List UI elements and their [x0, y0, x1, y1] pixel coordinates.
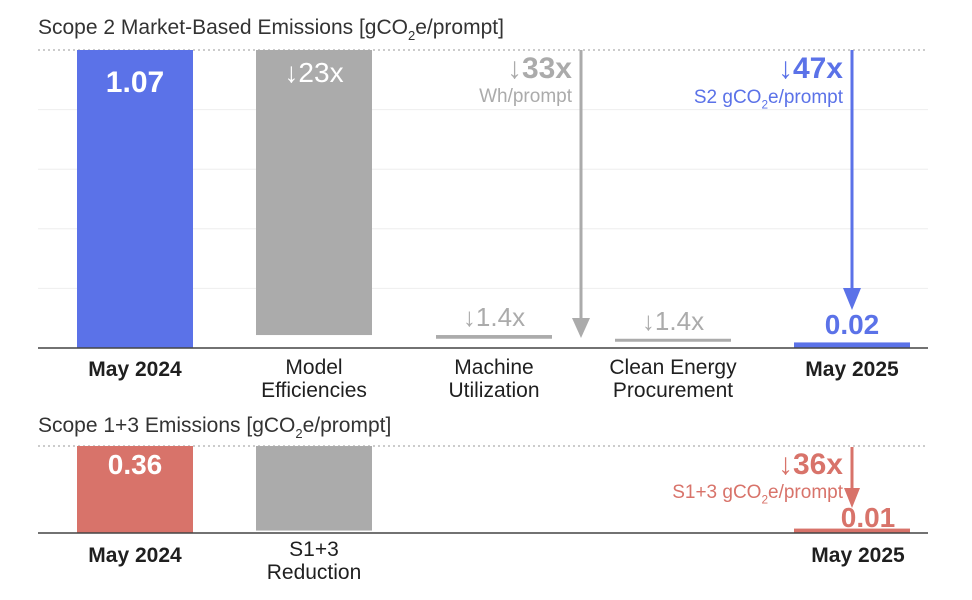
callout-wh-arrowhead: [572, 318, 590, 338]
data-label-start: 0.36: [108, 449, 163, 480]
category-label: Reduction: [267, 561, 362, 584]
category-label: Procurement: [613, 379, 733, 402]
callout-s13-label: ↓36x: [778, 448, 843, 481]
callout-s2-subtext-sub: 2: [761, 97, 768, 111]
callout-s2-label: ↓47x: [778, 52, 843, 85]
callout-wh-subtext: Wh/prompt: [479, 86, 573, 107]
bar-step-3: [615, 338, 731, 342]
callout-s13-subtext-part: e/prompt: [768, 482, 844, 503]
category-label: S1+3: [289, 538, 339, 561]
step-label-2: ↓1.4x: [463, 302, 525, 332]
category-label: May 2024: [88, 544, 182, 567]
chart1-title: Scope 2 Market-Based Emissions [gCO2e/pr…: [38, 16, 504, 43]
callout-s13-subtext-sub: 2: [761, 492, 768, 506]
category-label: Utilization: [448, 379, 539, 402]
callout-s2-subtext-part: S2 gCO: [694, 87, 762, 108]
bar-may-2024: [77, 50, 193, 348]
category-label: Model: [285, 356, 342, 379]
callout-s2-subtext: S2 gCO2e/prompt: [694, 87, 844, 111]
category-label: Clean Energy: [609, 356, 737, 379]
callout-s13-arrowhead: [844, 488, 860, 508]
chart2-title-part: e/prompt]: [303, 414, 392, 437]
bar-step-1: [256, 50, 372, 336]
callout-s2-arrowhead: [843, 288, 861, 310]
chart2-title: Scope 1+3 Emissions [gCO2e/prompt]: [38, 414, 391, 441]
category-label: May 2025: [805, 358, 899, 381]
category-label: Machine: [454, 356, 533, 379]
data-label-end: 0.01: [841, 502, 896, 533]
bar-may-2024: [77, 446, 193, 533]
chart2-title-part: Scope 1+3 Emissions [gCO: [38, 414, 295, 437]
data-label-start: 1.07: [106, 66, 164, 99]
step-label-1: ↓23x: [284, 57, 343, 88]
callout-s2-subtext-part: e/prompt: [768, 87, 844, 108]
chart1-title-part: e/prompt]: [415, 16, 504, 39]
category-label: May 2024: [88, 358, 182, 381]
bar-s13-reduction: [256, 446, 372, 531]
chart1-title-part: Scope 2 Market-Based Emissions [gCO: [38, 16, 408, 39]
callout-s13-subtext: S1+3 gCO2e/prompt: [672, 482, 844, 506]
data-label-end: 0.02: [825, 309, 880, 340]
chart1-title-sub: 2: [408, 28, 415, 43]
category-label: May 2025: [811, 544, 905, 567]
bar-may-2025: [794, 528, 910, 533]
chart2-title-sub: 2: [295, 426, 302, 441]
bar-may-2025: [794, 342, 910, 348]
callout-s13-subtext-part: S1+3 gCO: [672, 482, 761, 503]
bar-step-2: [436, 335, 552, 339]
callout-wh-label: ↓33x: [507, 52, 572, 85]
step-label-3: ↓1.4x: [642, 306, 704, 336]
category-label: Efficiencies: [261, 379, 367, 402]
